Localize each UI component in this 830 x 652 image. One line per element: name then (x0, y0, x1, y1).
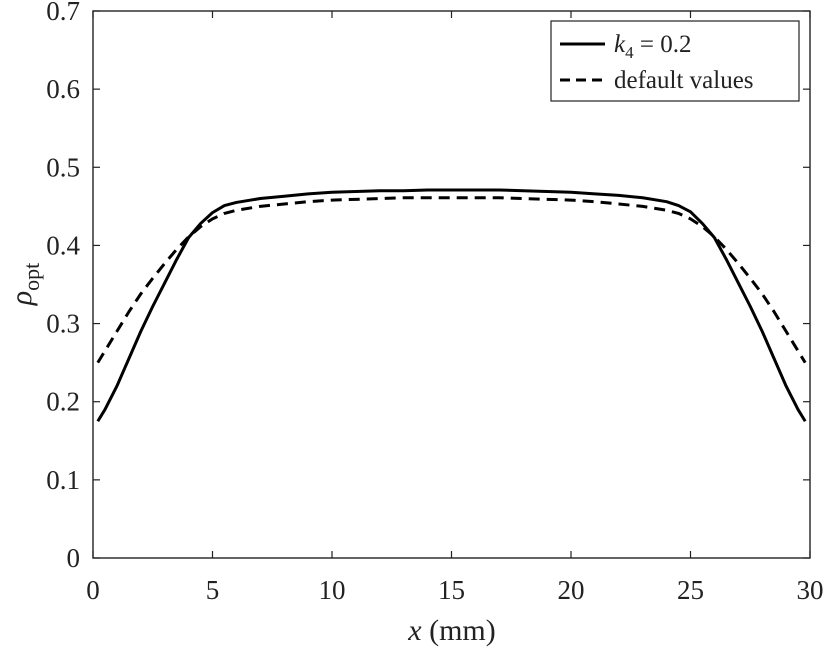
legend-label-default: default values (614, 67, 754, 94)
plot-area (93, 11, 810, 558)
legend: k4 = 0.2 default values (550, 20, 800, 102)
x-tick-label: 0 (86, 575, 100, 605)
y-tick-label: 0.4 (46, 230, 80, 260)
y-axis-label: ρopt (5, 263, 44, 307)
y-tick-label: 0.3 (46, 309, 80, 339)
y-tick-label: 0.5 (46, 152, 80, 182)
x-tick-label: 15 (438, 575, 465, 605)
legend-label-k4: k4 = 0.2 (614, 31, 691, 62)
x-tick-label: 20 (558, 575, 585, 605)
series-layer (96, 188, 807, 423)
y-tick-label: 0.2 (46, 387, 80, 417)
y-tick-label: 0.6 (46, 74, 80, 104)
y-tick-label: 0.1 (46, 465, 80, 495)
y-tick-label: 0.7 (46, 0, 80, 26)
x-axis-label: x (mm) (407, 614, 495, 647)
ticks-layer: 0 5 10 15 20 25 30 0 0.1 0.2 0.3 0.4 0.5 0.6 0.7 (46, 0, 823, 605)
x-tick-label: 30 (797, 575, 824, 605)
svg-text:ρopt: ρopt (5, 263, 44, 307)
x-tick-label: 5 (206, 575, 220, 605)
y-tick-label: 0 (67, 543, 81, 573)
x-tick-label: 10 (319, 575, 346, 605)
x-tick-label: 25 (677, 575, 704, 605)
series-line-k4 (96, 188, 807, 423)
legend-box (550, 20, 800, 102)
